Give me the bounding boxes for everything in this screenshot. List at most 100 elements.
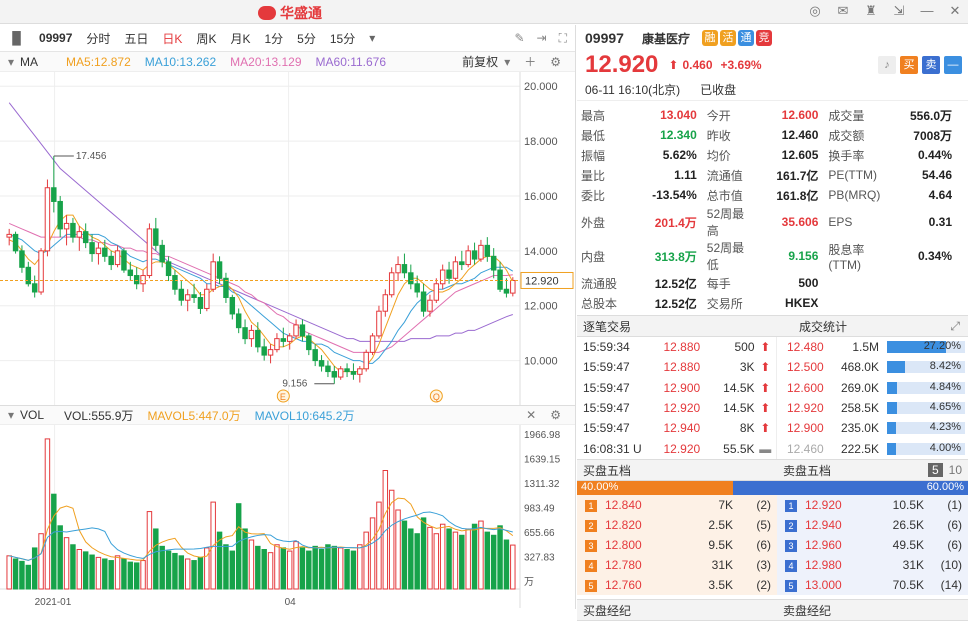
period-tab[interactable]: 五日 bbox=[124, 31, 149, 46]
bid-price: 12.800 bbox=[605, 538, 642, 552]
buy-button[interactable]: 买 bbox=[900, 56, 918, 74]
shirt-icon[interactable]: ♜ bbox=[865, 3, 877, 18]
candle bbox=[191, 283, 197, 303]
deal-row: 12.600 269.0K 4.84% bbox=[777, 378, 967, 398]
alert-bell-icon[interactable]: ♪ bbox=[878, 56, 896, 74]
period-tab[interactable]: 5分 bbox=[297, 31, 316, 46]
fullscreen-icon[interactable]: ⛶ bbox=[558, 30, 567, 45]
volume-bar bbox=[159, 545, 165, 590]
candle bbox=[38, 248, 44, 295]
close-vol-icon[interactable]: ✕ bbox=[526, 408, 537, 422]
volume-bar bbox=[490, 534, 497, 590]
depth-5-button[interactable]: 5 bbox=[927, 463, 943, 477]
adjust-chevron-icon[interactable]: ▾ bbox=[504, 54, 511, 69]
minimize-icon[interactable]: — bbox=[920, 3, 934, 18]
deal-row: 12.500 468.0K 8.42% bbox=[777, 357, 967, 377]
settings-icon[interactable]: ⚙ bbox=[550, 54, 561, 69]
trade-flat-icon: ▬ bbox=[759, 441, 772, 456]
volume-bar bbox=[51, 493, 57, 590]
collapse-icon[interactable]: ⇲ bbox=[893, 3, 905, 18]
candle-body bbox=[210, 261, 216, 290]
price-change-pct: +3.69% bbox=[720, 58, 762, 72]
deal-volume: 1.5M bbox=[852, 340, 879, 355]
period-tab[interactable]: 15分 bbox=[329, 31, 356, 46]
deal-pct: 4.65% bbox=[929, 400, 961, 413]
collapse-vol-icon[interactable]: ▾ bbox=[8, 408, 15, 422]
volume-bar bbox=[408, 528, 414, 590]
candle bbox=[357, 366, 363, 383]
deal-volume: 222.5K bbox=[840, 441, 879, 456]
headset-icon[interactable]: ◎ bbox=[809, 3, 821, 18]
stat-label: 成交额 bbox=[828, 128, 865, 143]
bid-level-badge: 3 bbox=[585, 540, 597, 552]
trade-row: 15:59:34 12.880 500 ⬆ bbox=[577, 337, 777, 357]
volume-bar bbox=[503, 539, 510, 590]
candle-body bbox=[401, 264, 408, 274]
volume-bar bbox=[363, 531, 369, 590]
depth-10-button[interactable]: 10 bbox=[948, 463, 962, 477]
volume-bar bbox=[6, 555, 12, 590]
trade-time: 15:59:47 bbox=[583, 380, 630, 395]
vol-tick-label: 1311.32 bbox=[524, 479, 560, 490]
candle bbox=[153, 217, 159, 251]
volume-bar bbox=[197, 556, 204, 590]
deal-price: 12.600 bbox=[787, 380, 824, 395]
candle-body bbox=[439, 269, 446, 285]
period-tab[interactable]: 月K bbox=[230, 31, 251, 46]
close-icon[interactable]: ✕ bbox=[949, 3, 961, 18]
period-tab[interactable]: 1分 bbox=[264, 31, 284, 46]
volume-bar bbox=[82, 551, 89, 590]
stats-row: 最高 13.040 今开 12.600 成交量 556.0万 bbox=[581, 105, 962, 125]
vol-settings-icon[interactable]: ⚙ bbox=[550, 408, 561, 422]
market-status: 已收盘 bbox=[700, 83, 737, 97]
volume-bar bbox=[510, 544, 516, 590]
expand-icon[interactable]: ⤢ bbox=[950, 318, 960, 333]
trade-up-icon: ⬆ bbox=[760, 340, 771, 355]
deal-bar bbox=[887, 361, 906, 374]
ask-ratio-label: 60.00% bbox=[926, 481, 964, 493]
deal-share: 27.20% bbox=[887, 337, 967, 357]
collapse-quote-button[interactable]: — bbox=[944, 56, 962, 74]
range-icon[interactable]: ⇥ bbox=[536, 30, 547, 45]
ask-table: 1 12.920 10.5K (1) 2 12.940 26.5K (6) 3 12.960 49.… bbox=[777, 495, 968, 595]
collapse-ma-icon[interactable]: ▾ bbox=[8, 54, 15, 69]
price-tick-label: 16.000 bbox=[524, 191, 558, 203]
ma-label[interactable]: MA bbox=[20, 54, 39, 69]
stat-value: 313.8万 bbox=[654, 249, 697, 264]
price-chart[interactable]: 20.000 18.000 16.000 14.000 12.000 10.000 12.9… bbox=[0, 72, 575, 405]
candle-body bbox=[114, 250, 121, 266]
volume-chart[interactable]: 1966.98 1639.15 1311.32 983.49 655.66 327.83 万… bbox=[0, 425, 575, 608]
event-marker-label: Q bbox=[433, 392, 440, 402]
trade-row: 15:59:47 12.920 14.5K ⬆ bbox=[577, 398, 777, 418]
add-indicator-icon[interactable]: ＋ bbox=[524, 55, 537, 69]
stat-label: EPS bbox=[828, 215, 853, 229]
candle-body bbox=[25, 266, 32, 285]
draw-icon[interactable]: ✎ bbox=[514, 30, 525, 45]
panel-toggle-icon[interactable]: ▐▌ bbox=[8, 31, 26, 45]
vol-tick-label: 655.66 bbox=[524, 528, 555, 539]
candle-body bbox=[363, 351, 369, 370]
window-controls: ◎ ✉ ♜ ⇲ — ✕ bbox=[806, 2, 964, 20]
candle-body bbox=[95, 247, 102, 255]
period-tab[interactable]: 日K bbox=[162, 31, 183, 46]
candle-body bbox=[19, 250, 25, 268]
period-tab[interactable]: 分时 bbox=[86, 31, 111, 46]
candle-body bbox=[337, 368, 344, 378]
candle-body bbox=[503, 288, 510, 294]
mail-icon[interactable]: ✉ bbox=[837, 3, 849, 18]
candle bbox=[82, 223, 89, 249]
candle bbox=[337, 366, 344, 380]
more-periods-icon[interactable]: ▾ bbox=[369, 31, 376, 45]
volume-bar bbox=[133, 562, 140, 590]
volume-bar bbox=[274, 544, 280, 590]
candle-body bbox=[274, 338, 280, 351]
candle-body bbox=[127, 269, 134, 277]
candle-body bbox=[497, 269, 503, 290]
candle-body bbox=[242, 327, 248, 340]
period-tab[interactable]: 周K bbox=[196, 31, 217, 46]
adjust-select[interactable]: 前复权 bbox=[462, 55, 499, 69]
vol-label[interactable]: VOL bbox=[20, 408, 45, 422]
candle bbox=[146, 223, 153, 279]
sell-button[interactable]: 卖 bbox=[922, 56, 940, 74]
volume-bar bbox=[25, 564, 32, 590]
